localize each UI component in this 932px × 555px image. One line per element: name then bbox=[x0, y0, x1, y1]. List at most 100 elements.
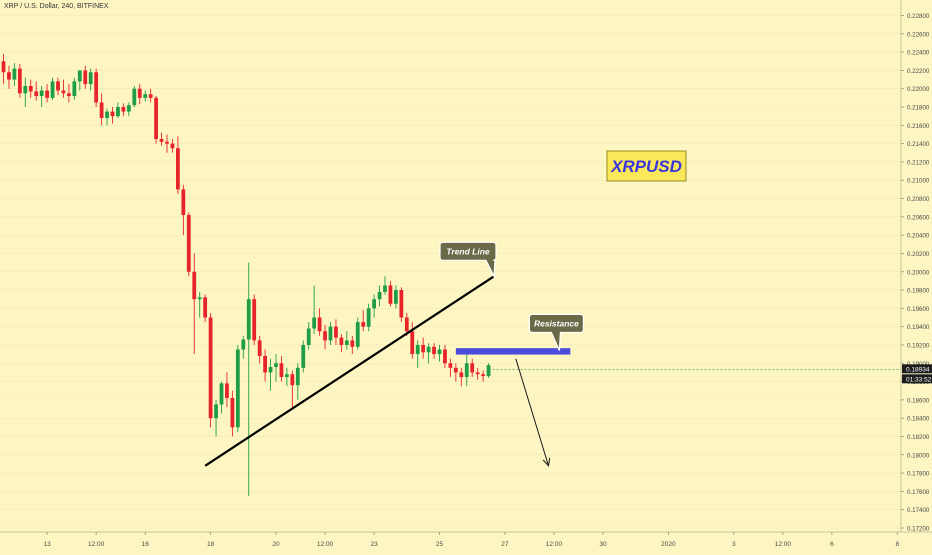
candle-body bbox=[464, 363, 469, 377]
candle-body bbox=[99, 102, 104, 118]
price-tick-label: 0.18400 bbox=[907, 416, 930, 423]
price-tick-label: 0.19800 bbox=[907, 288, 930, 295]
candle-body bbox=[486, 365, 491, 377]
candle bbox=[77, 70, 82, 91]
candle-body bbox=[295, 367, 300, 386]
candle-body bbox=[61, 90, 66, 94]
price-axis[interactable]: 0.22800 0.22600 0.22400 0.22200 0.22000 0.218… bbox=[900, 0, 930, 533]
candle bbox=[246, 262, 251, 496]
time-tick-label: 20 bbox=[272, 541, 280, 548]
time-tick-label: 18 bbox=[207, 541, 215, 548]
candle bbox=[235, 344, 240, 432]
time-tick-label: 13 bbox=[43, 541, 51, 548]
candle-body bbox=[246, 299, 251, 340]
candle-body bbox=[279, 363, 284, 377]
time-tick-label: 30 bbox=[599, 541, 607, 548]
candle-body bbox=[1, 61, 6, 73]
time-tick-label: 6 bbox=[830, 541, 834, 548]
price-tick-label: 0.18000 bbox=[907, 452, 930, 459]
candle-body bbox=[377, 291, 382, 300]
price-tick-label: 0.19200 bbox=[907, 342, 930, 349]
candle bbox=[285, 367, 289, 387]
last-price-value: 0.18934 bbox=[906, 366, 930, 373]
candle bbox=[252, 294, 257, 345]
candle-body bbox=[388, 285, 393, 304]
candle bbox=[137, 84, 142, 105]
candle-body bbox=[404, 317, 409, 332]
candle bbox=[432, 343, 436, 359]
bar-countdown: 01:33:52 bbox=[906, 376, 932, 383]
candle bbox=[268, 358, 273, 391]
candle bbox=[470, 358, 475, 377]
candle bbox=[274, 354, 278, 382]
time-tick-label: 12:00 bbox=[317, 541, 334, 548]
candle-body bbox=[110, 111, 115, 117]
candle bbox=[159, 132, 164, 146]
candle-body bbox=[137, 88, 142, 98]
candle-body bbox=[366, 308, 371, 327]
candle-body bbox=[39, 90, 44, 97]
time-tick-label: 12:00 bbox=[546, 541, 563, 548]
candle bbox=[464, 354, 469, 387]
candle-body bbox=[219, 383, 224, 405]
candle bbox=[459, 367, 464, 387]
trend-line bbox=[204, 275, 495, 467]
candle bbox=[165, 134, 169, 153]
candle bbox=[317, 308, 322, 336]
candle bbox=[350, 335, 355, 355]
last-price-tag: 0.18934 01:33:52 bbox=[902, 364, 932, 384]
candle bbox=[377, 285, 382, 307]
candle bbox=[176, 136, 180, 194]
candle-body bbox=[350, 340, 355, 347]
candle-body bbox=[328, 326, 333, 341]
candle-body bbox=[399, 290, 404, 318]
symbol-badge: XRPUSD bbox=[606, 150, 687, 182]
candle bbox=[383, 276, 387, 295]
candle-body bbox=[7, 72, 11, 80]
candle-body bbox=[453, 367, 458, 373]
candle bbox=[126, 102, 131, 117]
price-tick-label: 0.17400 bbox=[907, 507, 930, 514]
candle bbox=[7, 65, 11, 89]
candle bbox=[50, 77, 55, 100]
countdown-box bbox=[902, 374, 932, 384]
resistance-zone bbox=[455, 348, 571, 355]
candles bbox=[1, 53, 491, 496]
candle-body bbox=[372, 299, 376, 309]
price-tick-label: 0.21200 bbox=[907, 159, 930, 166]
candle-body bbox=[274, 363, 278, 367]
candle bbox=[83, 65, 88, 89]
time-axis[interactable]: 13 12:00 16 18 20 12:00 23 25 27 12:00 30 2020 3 12:0… bbox=[0, 531, 932, 548]
price-tick-label: 0.22400 bbox=[907, 50, 930, 57]
candle-body bbox=[252, 299, 257, 341]
time-tick-label: 23 bbox=[370, 541, 378, 548]
candle bbox=[34, 81, 39, 101]
candle bbox=[154, 96, 158, 144]
candle-body bbox=[83, 70, 88, 85]
candle bbox=[1, 53, 6, 85]
candle bbox=[192, 253, 197, 355]
time-tick-label: 27 bbox=[501, 541, 509, 548]
candle-body bbox=[203, 297, 208, 318]
candle bbox=[290, 370, 295, 410]
price-tick-label: 0.20800 bbox=[907, 196, 930, 203]
candle bbox=[344, 331, 349, 350]
candle-body bbox=[214, 404, 218, 419]
candle bbox=[72, 77, 77, 100]
candle-body bbox=[165, 141, 169, 144]
time-tick-label: 25 bbox=[436, 541, 444, 548]
candle-body bbox=[301, 344, 306, 368]
candle bbox=[323, 324, 327, 350]
candle-body bbox=[470, 363, 475, 373]
price-tick-label: 0.22000 bbox=[907, 86, 930, 93]
candle-body bbox=[186, 215, 191, 272]
price-tick-label: 0.22800 bbox=[907, 13, 930, 20]
candle-body bbox=[72, 81, 77, 97]
candle bbox=[426, 343, 431, 364]
candle-body bbox=[426, 346, 431, 353]
candle-body bbox=[344, 340, 349, 345]
price-tick-label: 0.21000 bbox=[907, 178, 930, 185]
projection-arrow-head bbox=[542, 457, 551, 467]
